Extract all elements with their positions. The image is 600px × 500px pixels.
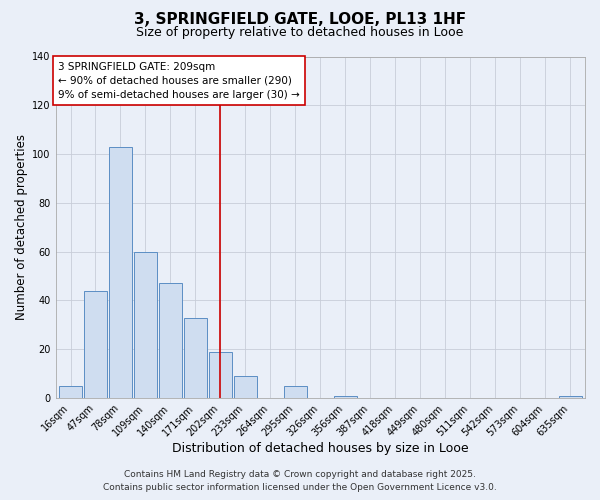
X-axis label: Distribution of detached houses by size in Looe: Distribution of detached houses by size … bbox=[172, 442, 469, 455]
Bar bbox=[84, 290, 107, 398]
Bar bbox=[184, 318, 207, 398]
Text: 3, SPRINGFIELD GATE, LOOE, PL13 1HF: 3, SPRINGFIELD GATE, LOOE, PL13 1HF bbox=[134, 12, 466, 28]
Bar bbox=[209, 352, 232, 398]
Bar bbox=[559, 396, 581, 398]
Bar bbox=[334, 396, 357, 398]
Y-axis label: Number of detached properties: Number of detached properties bbox=[15, 134, 28, 320]
Bar bbox=[284, 386, 307, 398]
Text: Size of property relative to detached houses in Looe: Size of property relative to detached ho… bbox=[136, 26, 464, 39]
Text: Contains HM Land Registry data © Crown copyright and database right 2025.
Contai: Contains HM Land Registry data © Crown c… bbox=[103, 470, 497, 492]
Text: 3 SPRINGFIELD GATE: 209sqm
← 90% of detached houses are smaller (290)
9% of semi: 3 SPRINGFIELD GATE: 209sqm ← 90% of deta… bbox=[58, 62, 300, 100]
Bar bbox=[159, 284, 182, 398]
Bar bbox=[59, 386, 82, 398]
Bar bbox=[109, 147, 132, 398]
Bar bbox=[234, 376, 257, 398]
Bar bbox=[134, 252, 157, 398]
